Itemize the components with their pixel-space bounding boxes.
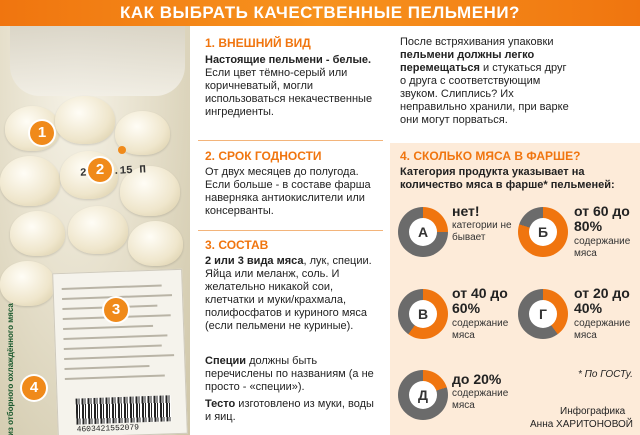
label-text-line (63, 334, 168, 340)
dumpling (10, 211, 65, 256)
category-d-letter: Д (409, 381, 437, 409)
section-3-title: 3. СОСТАВ (205, 238, 269, 252)
category-b-note: содержание мяса (574, 236, 631, 259)
marker-1: 1 (30, 121, 54, 145)
section-3-body-2: должны быть перечислены по названиям (а … (205, 355, 374, 393)
product-photo: 4603421552079 20.01.15 П из отборного ох… (0, 26, 190, 435)
category-d-note: содержание мяса (452, 388, 509, 411)
section-4-title: 4. СКОЛЬКО МЯСА В ФАРШЕ? (400, 149, 581, 163)
section-1-body: Если цвет тёмно-серый или коричневатый, … (205, 67, 373, 118)
footnote: * По ГОСТу. (578, 369, 633, 380)
label-text-line (63, 344, 162, 350)
section-3-text-3: Тесто изготовлено из муки, воды и яиц. (205, 398, 377, 424)
section-3-lead-1: 2 или 3 вида мяса (205, 255, 304, 267)
label-text-line (63, 324, 154, 330)
label-text-line (64, 374, 165, 380)
category-b-letter: Б (529, 218, 557, 246)
label-text-line (64, 354, 175, 360)
product-label: 4603421552079 (52, 268, 188, 435)
package-vertical-label: из отборного охлаждённого мяса (6, 303, 15, 435)
section-1-title: 1. ВНЕШНИЙ ВИД (205, 36, 311, 50)
title-banner (0, 0, 640, 26)
section-3-text-1: 2 или 3 вида мяса, лук, специи. Яйца или… (205, 255, 377, 333)
section-2-title: 2. СРОК ГОДНОСТИ (205, 149, 322, 163)
credit-author: Анна ХАРИТОНОВОЙ (530, 419, 633, 430)
divider (198, 230, 383, 231)
category-v-value: от 40 до 60% (452, 285, 508, 316)
category-a-donut: А (398, 207, 448, 257)
shake-body: и стукаться друг о друга с соответствующ… (400, 62, 569, 126)
marker-4: 4 (22, 376, 46, 400)
category-g-value: от 20 до 40% (574, 285, 630, 316)
section-3-text-2: Специи должны быть перечислены по назван… (205, 355, 377, 394)
category-v-donut: В (398, 289, 448, 339)
dumpling (0, 261, 55, 306)
section-2-body: От двух месяцев до полугода. Если больше… (205, 166, 371, 217)
marker-2: 2 (88, 158, 112, 182)
category-g-note: содержание мяса (574, 318, 631, 341)
category-v-letter: В (409, 300, 437, 328)
category-d-value: до 20% (452, 371, 502, 387)
category-d-donut: Д (398, 370, 448, 420)
category-b-donut: Б (518, 207, 568, 257)
marker-3: 3 (104, 298, 128, 322)
bag-top (10, 26, 185, 96)
category-g-donut: Г (518, 289, 568, 339)
credit-label: Инфографика (560, 406, 626, 417)
marker-dot (118, 146, 126, 154)
page-title: КАК ВЫБРАТЬ КАЧЕСТВЕННЫЕ ПЕЛЬМЕНИ? (120, 3, 520, 22)
section-3-lead-3: Тесто (205, 398, 236, 410)
dumpling (68, 206, 128, 254)
category-g-letter: Г (529, 300, 557, 328)
label-text-line (61, 284, 162, 290)
shake-lead: пельмени должны легко перемещаться (400, 49, 535, 74)
shake-text: После встряхивания упаковки пельмени дол… (400, 36, 570, 127)
section-3-lead-2: Специи (205, 355, 246, 367)
section-1-text: Настоящие пельмени - белые. Если цвет тё… (205, 54, 377, 119)
section-3-body-1: , лук, специи. Яйца или меланж, соль. И … (205, 255, 372, 332)
category-v-note: содержание мяса (452, 318, 509, 341)
category-a-note: категории не бывает (452, 220, 512, 243)
barcode-number: 4603421552079 (76, 423, 140, 435)
shake-intro: После встряхивания упаковки (400, 36, 554, 48)
barcode (75, 395, 172, 425)
dumpling (55, 96, 115, 144)
dumpling (128, 221, 183, 266)
section-4-subtitle: Категория продукта указывает на количест… (400, 166, 615, 191)
divider (198, 140, 383, 141)
label-text-line (64, 364, 150, 370)
section-1-lead: Настоящие пельмени - белые. (205, 54, 372, 66)
section-3-body-3: изготовлено из муки, воды и яиц. (205, 398, 374, 423)
category-b-value: от 60 до 80% (574, 203, 630, 234)
dumpling (0, 156, 60, 206)
category-a-letter: А (409, 218, 437, 246)
dumpling (120, 166, 180, 216)
category-a-value: нет! (452, 203, 480, 219)
